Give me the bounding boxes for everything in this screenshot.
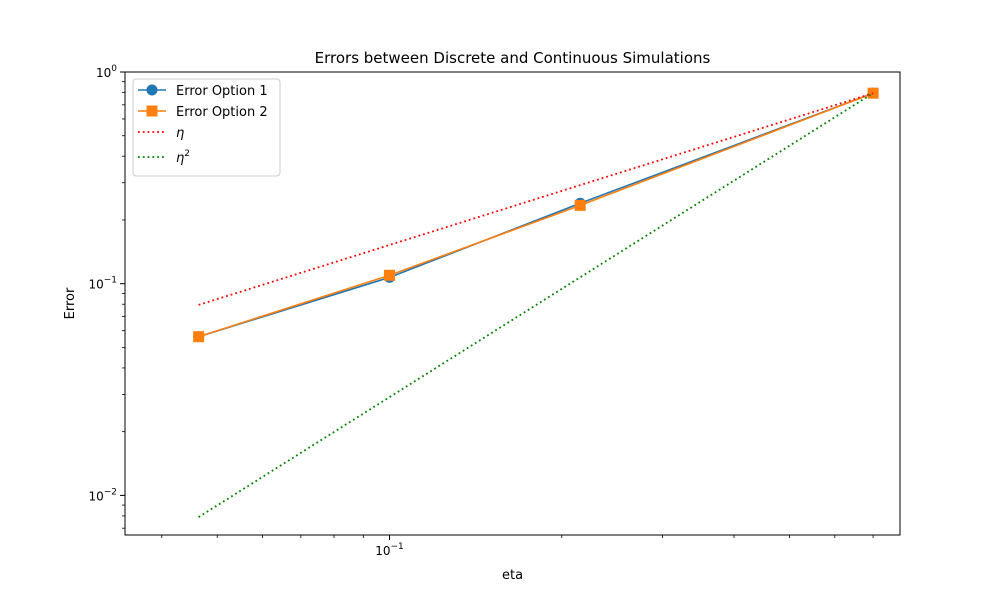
plot-area [193, 87, 879, 518]
series-line-error-option-2 [198, 92, 874, 338]
legend-label: Error Option 2 [176, 105, 268, 120]
legend: Error Option 1 Error Option 2 η η2 [132, 78, 281, 177]
series-2 [198, 92, 874, 518]
legend-item-series-2: η [138, 126, 184, 141]
legend-item-error-option-1: Error Option 1 [138, 84, 268, 99]
y-tick-label: 10−2 [88, 487, 117, 503]
series-line-2 [198, 92, 874, 518]
legend-label: η [176, 126, 184, 141]
data-point [193, 331, 205, 343]
legend-marker [146, 84, 158, 96]
legend-item-2: η2 [138, 149, 190, 166]
y-axis-label: Error [63, 287, 78, 319]
data-point [867, 87, 879, 99]
data-point [574, 199, 586, 211]
axes-frame [124, 71, 901, 536]
legend-frame [132, 78, 281, 177]
x-axis-label: eta [502, 568, 523, 583]
y-tick-label: 100 [96, 64, 117, 80]
legend-item-error-option-2: Error Option 2 [138, 105, 268, 120]
legend-label: η2 [176, 149, 190, 166]
data-point [383, 269, 395, 281]
y-tick-label: 10−1 [88, 276, 117, 292]
legend-label: Error Option 1 [176, 84, 268, 99]
legend-marker [146, 105, 158, 117]
axis-ticks: 10−2 10−1 100 10−1 [88, 64, 874, 558]
x-tick-label: 10−1 [375, 542, 404, 558]
series-error-option-2 [193, 87, 879, 343]
chart-title: Errors between Discrete and Continuous S… [315, 49, 711, 67]
